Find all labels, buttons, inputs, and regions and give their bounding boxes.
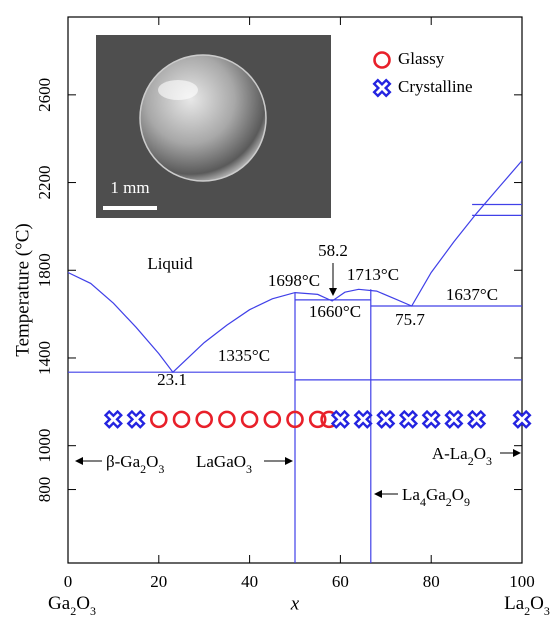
- x-axis-label: x: [290, 593, 300, 614]
- annotation: 1698°C: [268, 271, 320, 290]
- x-tick-label: 0: [64, 572, 73, 591]
- marker-crystalline: [351, 407, 375, 431]
- annotation: 58.2: [318, 241, 348, 260]
- annotation: 1637°C: [446, 285, 498, 304]
- annotation: 75.7: [395, 310, 425, 329]
- marker-crystalline: [465, 407, 489, 431]
- photo-highlight: [158, 80, 198, 100]
- marker-crystalline: [374, 407, 398, 431]
- annotation: 1660°C: [309, 302, 361, 321]
- marker-glassy: [174, 412, 189, 427]
- marker-glassy: [197, 412, 212, 427]
- inset-photo: 1 mm: [96, 35, 331, 218]
- annotation: A-La2O3: [432, 444, 492, 468]
- y-tick-label: 2600: [35, 78, 54, 112]
- chart: 1 mm Temperature (°C) x 0 20 40 60 80 100 800 1…: [0, 0, 556, 617]
- marker-glassy: [242, 412, 257, 427]
- annotation: LaGaO3: [196, 452, 252, 476]
- y-axis-label: Temperature (°C): [12, 223, 33, 356]
- marker-crystalline: [124, 407, 148, 431]
- x-tick-label: 100: [509, 572, 535, 591]
- y-tick-label: 1800: [35, 253, 54, 287]
- annotation: Ga2O3: [48, 593, 96, 617]
- annotation: 1335°C: [218, 346, 270, 365]
- annotation: 1713°C: [347, 265, 399, 284]
- annotation: Liquid: [147, 254, 193, 273]
- y-tick-label: 800: [35, 477, 54, 503]
- legend-label: Glassy: [398, 49, 445, 68]
- annotation: La2O3: [504, 593, 550, 617]
- photo-sphere: [140, 55, 266, 181]
- x-tick-label: 60: [332, 572, 349, 591]
- annotation: La4Ga2O9: [402, 485, 470, 509]
- page: {"chart_data": { "type": "phase-diagram"…: [0, 0, 556, 617]
- marker-glassy: [265, 412, 280, 427]
- annotation: 23.1: [157, 370, 187, 389]
- marker-crystalline: [442, 407, 466, 431]
- y-tick-label: 1400: [35, 341, 54, 375]
- x-tick-label: 80: [423, 572, 440, 591]
- annotation: β-Ga2O3: [106, 452, 164, 476]
- marker-glassy: [151, 412, 166, 427]
- y-tick-label: 1000: [35, 429, 54, 463]
- scale-label: 1 mm: [110, 178, 149, 197]
- legend-label: Crystalline: [398, 77, 473, 96]
- y-tick-label: 2200: [35, 166, 54, 200]
- marker-crystalline: [419, 407, 443, 431]
- legend-marker: [375, 53, 390, 68]
- legend-marker: [370, 76, 394, 100]
- marker-crystalline: [101, 407, 125, 431]
- x-tick-label: 20: [150, 572, 167, 591]
- marker-glassy: [219, 412, 234, 427]
- x-tick-label: 40: [241, 572, 258, 591]
- marker-crystalline: [396, 407, 420, 431]
- marker-crystalline: [328, 407, 352, 431]
